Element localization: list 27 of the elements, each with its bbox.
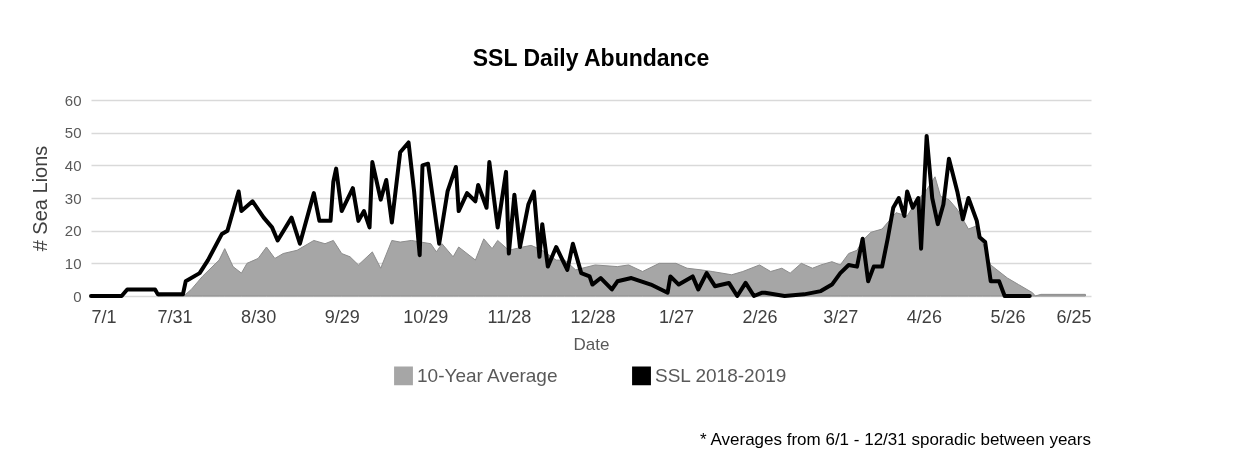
y-tick-label: 30 [64, 189, 82, 207]
x-tick-label: 9/29 [324, 306, 360, 327]
legend-label: SSL 2018-2019 [655, 364, 787, 386]
x-tick-label: 12/28 [570, 306, 616, 327]
x-tick-label: 10/29 [403, 306, 449, 327]
x-tick-label: 7/31 [157, 306, 193, 327]
x-tick-label: 1/27 [658, 306, 694, 327]
x-tick-label: 7/1 [91, 306, 117, 327]
x-tick-label: 5/26 [990, 306, 1026, 327]
y-tick-label: 20 [64, 222, 82, 240]
y-tick-label: 0 [73, 287, 82, 305]
y-tick-label: 40 [64, 156, 82, 174]
x-tick-label: 8/30 [241, 306, 277, 327]
x-tick-label: 4/26 [906, 306, 942, 327]
x-tick-label: 3/27 [823, 306, 859, 327]
x-tick-label: 2/26 [742, 306, 778, 327]
text: * Averages from 6/1 - 12/31 sporadic between years [700, 430, 1091, 449]
x-axis-title: Date [573, 334, 610, 354]
y-tick-label: 10 [64, 254, 82, 272]
chart-title: SSL Daily Abundance [472, 45, 710, 71]
x-tick-label: 6/25 [1056, 306, 1092, 327]
y-tick-label: 60 [64, 91, 82, 109]
y-tick-label: 50 [64, 124, 82, 142]
y-axis-title: # Sea Lions [28, 145, 51, 252]
line-series [89, 133, 1032, 298]
x-tick-label: 11/28 [487, 306, 532, 327]
legend-label: 10-Year Average [417, 364, 558, 386]
